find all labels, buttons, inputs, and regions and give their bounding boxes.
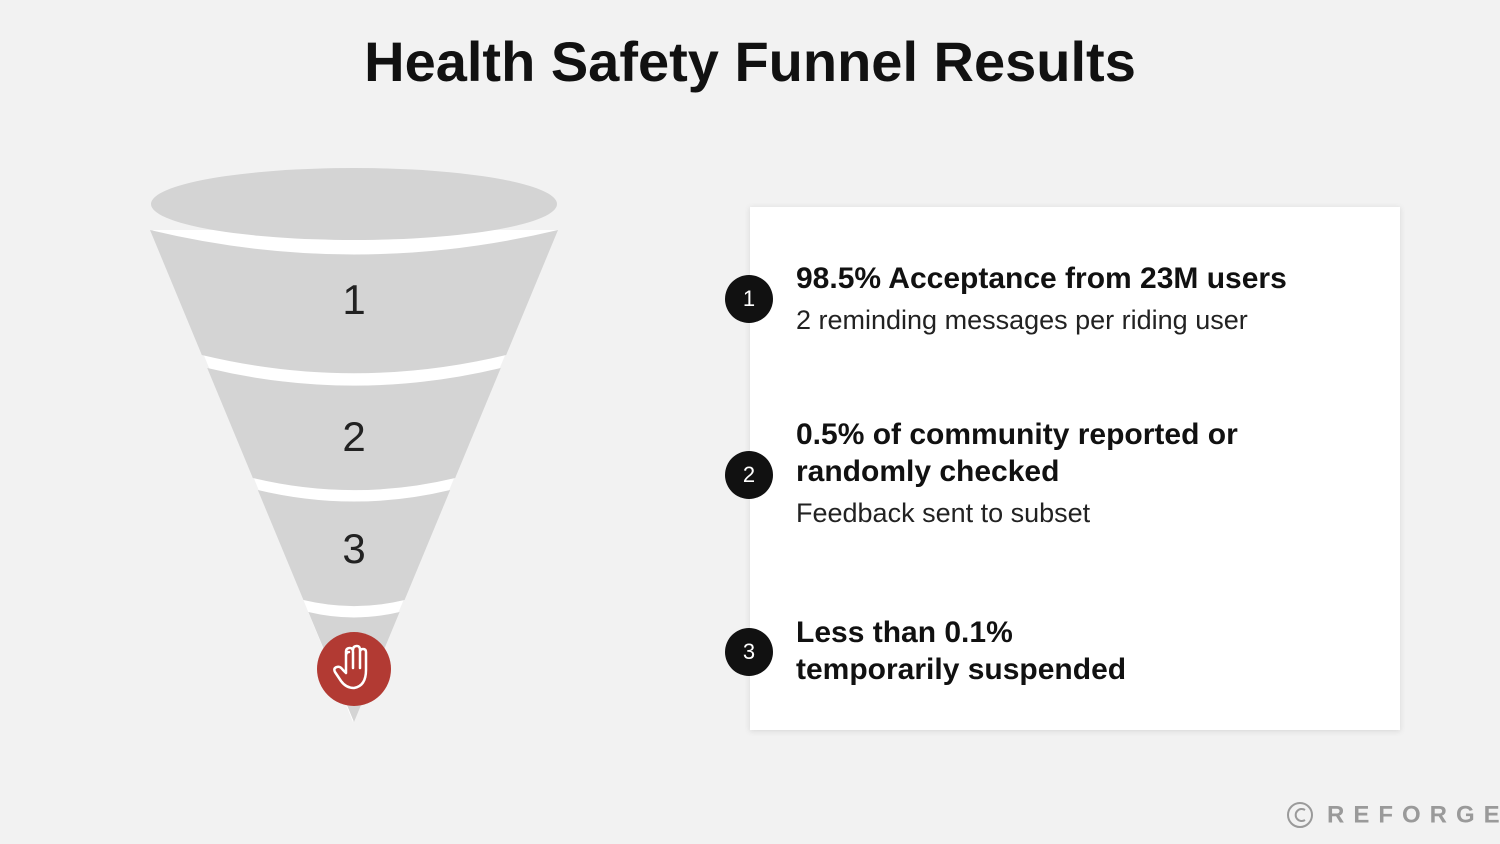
item-heading: 98.5% Acceptance from 23M users <box>796 262 1287 295</box>
brand-name: REFORGE <box>1327 801 1500 828</box>
item-badge <box>725 451 773 499</box>
slide-title: Health Safety Funnel Results <box>364 30 1136 93</box>
funnel: 1 2 3 <box>150 168 558 722</box>
item-heading: Less than 0.1% <box>796 616 1013 649</box>
copyright-circle <box>1287 802 1313 828</box>
item-heading: randomly checked <box>796 455 1059 488</box>
item-heading: temporarily suspended <box>796 653 1126 686</box>
results-card <box>750 207 1400 730</box>
funnel-stage <box>257 490 451 607</box>
item-number: 3 <box>743 639 755 664</box>
item-number: 2 <box>743 462 755 487</box>
stop-badge <box>317 632 391 706</box>
item-detail: Feedback sent to subset <box>796 498 1091 528</box>
brand-logo: REFORGE <box>1287 801 1500 828</box>
item-detail: 2 reminding messages per riding user <box>796 305 1248 335</box>
item-badge <box>725 275 773 323</box>
copyright-c <box>1294 808 1306 822</box>
funnel-top <box>151 168 557 240</box>
funnel-stage-label: 2 <box>342 413 365 460</box>
item-badge <box>725 628 773 676</box>
hand-icon <box>333 644 368 690</box>
funnel-stage <box>207 368 501 491</box>
results-list: 1 98.5% Acceptance from 23M users 2 remind… <box>725 262 1287 686</box>
funnel-stage-label: 1 <box>342 276 365 323</box>
funnel-stage <box>150 230 558 374</box>
item-number: 1 <box>743 286 755 311</box>
funnel-stage-label: 3 <box>342 525 365 572</box>
item-heading: 0.5% of community reported or <box>796 418 1238 451</box>
